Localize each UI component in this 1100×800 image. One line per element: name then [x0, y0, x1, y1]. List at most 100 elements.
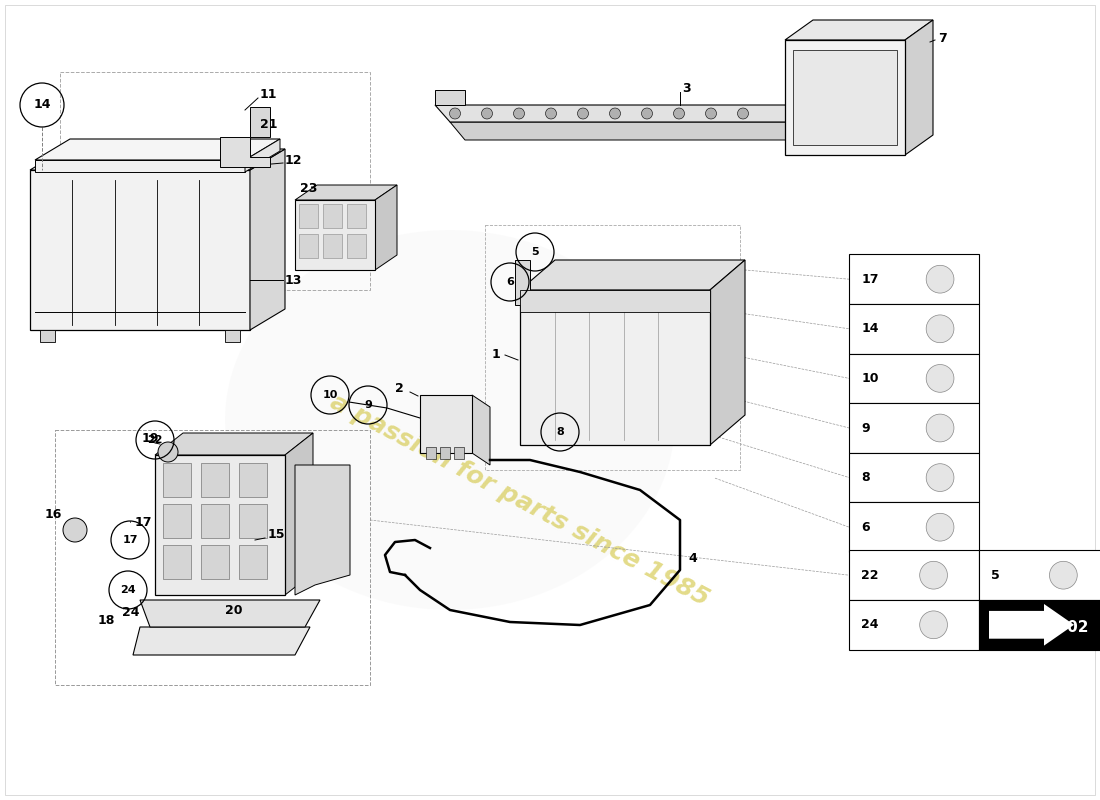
- Circle shape: [705, 108, 716, 119]
- Bar: [520, 290, 710, 312]
- Bar: [420, 395, 472, 453]
- Text: 9: 9: [861, 422, 870, 434]
- Polygon shape: [905, 20, 933, 155]
- Bar: [299, 234, 318, 258]
- Bar: [201, 504, 229, 538]
- Text: 22: 22: [147, 435, 163, 445]
- Text: 905 02: 905 02: [1031, 620, 1089, 634]
- Text: a passion for parts since 1985: a passion for parts since 1985: [327, 390, 714, 610]
- Bar: [295, 200, 375, 270]
- Polygon shape: [434, 90, 465, 105]
- Text: 13: 13: [285, 274, 303, 286]
- Polygon shape: [785, 20, 933, 40]
- Circle shape: [609, 108, 620, 119]
- Circle shape: [737, 108, 748, 119]
- Circle shape: [641, 108, 652, 119]
- Circle shape: [926, 514, 954, 541]
- Bar: [163, 545, 191, 579]
- Polygon shape: [35, 139, 280, 160]
- Circle shape: [514, 108, 525, 119]
- Bar: [793, 50, 896, 145]
- Text: 14: 14: [33, 98, 51, 111]
- Circle shape: [920, 562, 947, 589]
- Bar: [485, 225, 740, 470]
- Bar: [239, 504, 267, 538]
- Circle shape: [920, 611, 947, 638]
- Text: 14: 14: [861, 322, 879, 335]
- Polygon shape: [450, 122, 815, 140]
- Polygon shape: [245, 139, 280, 172]
- Text: 19: 19: [142, 431, 160, 445]
- Polygon shape: [250, 149, 285, 330]
- Circle shape: [63, 518, 87, 542]
- Polygon shape: [30, 149, 285, 170]
- Text: 12: 12: [285, 154, 303, 166]
- Ellipse shape: [226, 230, 675, 610]
- Text: 5: 5: [991, 569, 1000, 582]
- Text: 4: 4: [688, 551, 696, 565]
- Text: 24: 24: [861, 618, 879, 631]
- Text: 15: 15: [268, 529, 286, 542]
- Bar: [299, 204, 318, 228]
- Text: 24: 24: [122, 606, 140, 618]
- Text: 20: 20: [226, 603, 242, 617]
- Bar: [201, 545, 229, 579]
- Bar: [323, 234, 342, 258]
- Text: 8: 8: [861, 471, 870, 484]
- Bar: [440, 447, 450, 459]
- Text: 10: 10: [322, 390, 338, 400]
- Circle shape: [926, 315, 954, 342]
- Bar: [201, 463, 229, 497]
- Polygon shape: [520, 260, 745, 290]
- Text: 18: 18: [98, 614, 116, 626]
- Bar: [849, 304, 979, 354]
- Text: 1: 1: [492, 349, 500, 362]
- Polygon shape: [220, 137, 270, 167]
- Bar: [785, 40, 905, 155]
- Circle shape: [926, 464, 954, 491]
- Text: 23: 23: [300, 182, 318, 194]
- Text: 16: 16: [45, 509, 63, 522]
- Bar: [454, 447, 464, 459]
- Bar: [979, 550, 1100, 600]
- Text: 8: 8: [557, 427, 564, 437]
- Circle shape: [578, 108, 588, 119]
- Bar: [520, 290, 710, 445]
- Polygon shape: [710, 260, 745, 445]
- Bar: [515, 260, 530, 305]
- Polygon shape: [375, 185, 397, 270]
- Bar: [426, 447, 436, 459]
- Bar: [155, 455, 285, 595]
- Circle shape: [926, 266, 954, 293]
- Bar: [849, 254, 979, 304]
- Text: 6: 6: [506, 277, 514, 287]
- Text: 10: 10: [861, 372, 879, 385]
- Text: 9: 9: [364, 400, 372, 410]
- Text: 7: 7: [938, 31, 947, 45]
- Text: 24: 24: [120, 585, 135, 595]
- Bar: [849, 502, 979, 552]
- Circle shape: [926, 414, 954, 442]
- Bar: [849, 354, 979, 403]
- Bar: [346, 234, 366, 258]
- Bar: [163, 463, 191, 497]
- Bar: [239, 545, 267, 579]
- Text: 11: 11: [260, 89, 277, 102]
- Text: 21: 21: [260, 118, 277, 131]
- Text: 2: 2: [395, 382, 404, 394]
- Polygon shape: [285, 433, 314, 595]
- Circle shape: [482, 108, 493, 119]
- Polygon shape: [434, 105, 800, 122]
- Circle shape: [926, 365, 954, 392]
- Bar: [849, 600, 979, 650]
- Polygon shape: [35, 160, 245, 172]
- Polygon shape: [295, 465, 350, 595]
- Polygon shape: [133, 627, 310, 655]
- Polygon shape: [250, 107, 270, 137]
- Bar: [30, 170, 250, 330]
- Circle shape: [673, 108, 684, 119]
- Circle shape: [450, 108, 461, 119]
- Bar: [979, 600, 1100, 650]
- Text: 17: 17: [135, 515, 153, 529]
- Text: 17: 17: [861, 273, 879, 286]
